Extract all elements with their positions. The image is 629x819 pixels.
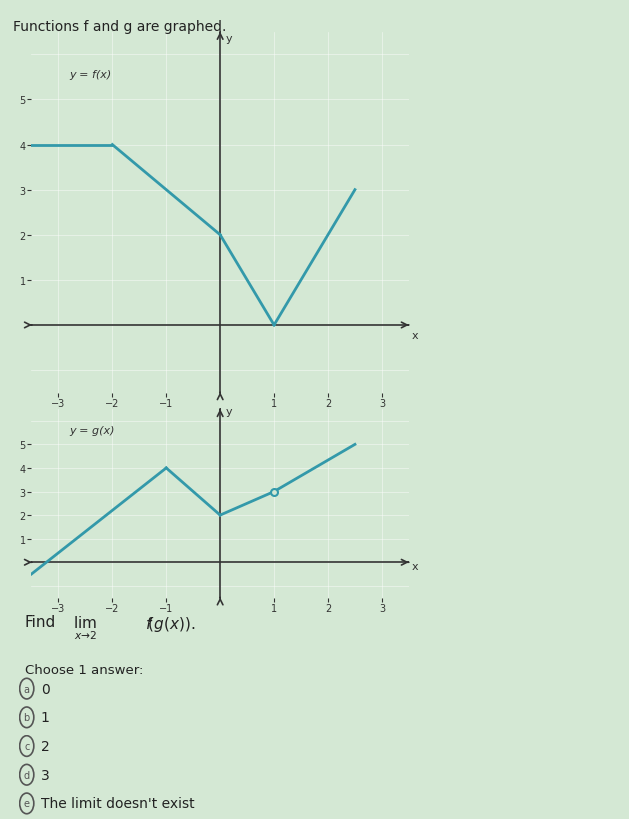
Text: Functions f and g are graphed.: Functions f and g are graphed. (13, 20, 226, 34)
Text: Choose 1 answer:: Choose 1 answer: (25, 663, 143, 676)
Text: y: y (226, 406, 232, 416)
Text: 1: 1 (41, 710, 50, 725)
Text: c: c (24, 741, 30, 751)
Text: Find: Find (25, 614, 56, 629)
Text: y = g(x): y = g(x) (69, 425, 114, 435)
Text: y: y (226, 34, 232, 43)
Text: y = f(x): y = f(x) (69, 70, 111, 79)
Text: The limit doesn't exist: The limit doesn't exist (41, 796, 194, 811)
Text: 2: 2 (41, 739, 50, 753)
Text: d: d (24, 770, 30, 780)
Text: $\lim_{x \to 2}$: $\lim_{x \to 2}$ (73, 614, 97, 641)
Text: 0: 0 (41, 681, 50, 696)
Text: x: x (411, 331, 418, 341)
Text: 3: 3 (41, 767, 50, 782)
Text: $f\!\left(g(x)\right)$.: $f\!\left(g(x)\right)$. (145, 614, 196, 633)
Text: e: e (24, 799, 30, 808)
Text: x: x (411, 562, 418, 572)
Text: a: a (24, 684, 30, 694)
Text: b: b (24, 713, 30, 722)
